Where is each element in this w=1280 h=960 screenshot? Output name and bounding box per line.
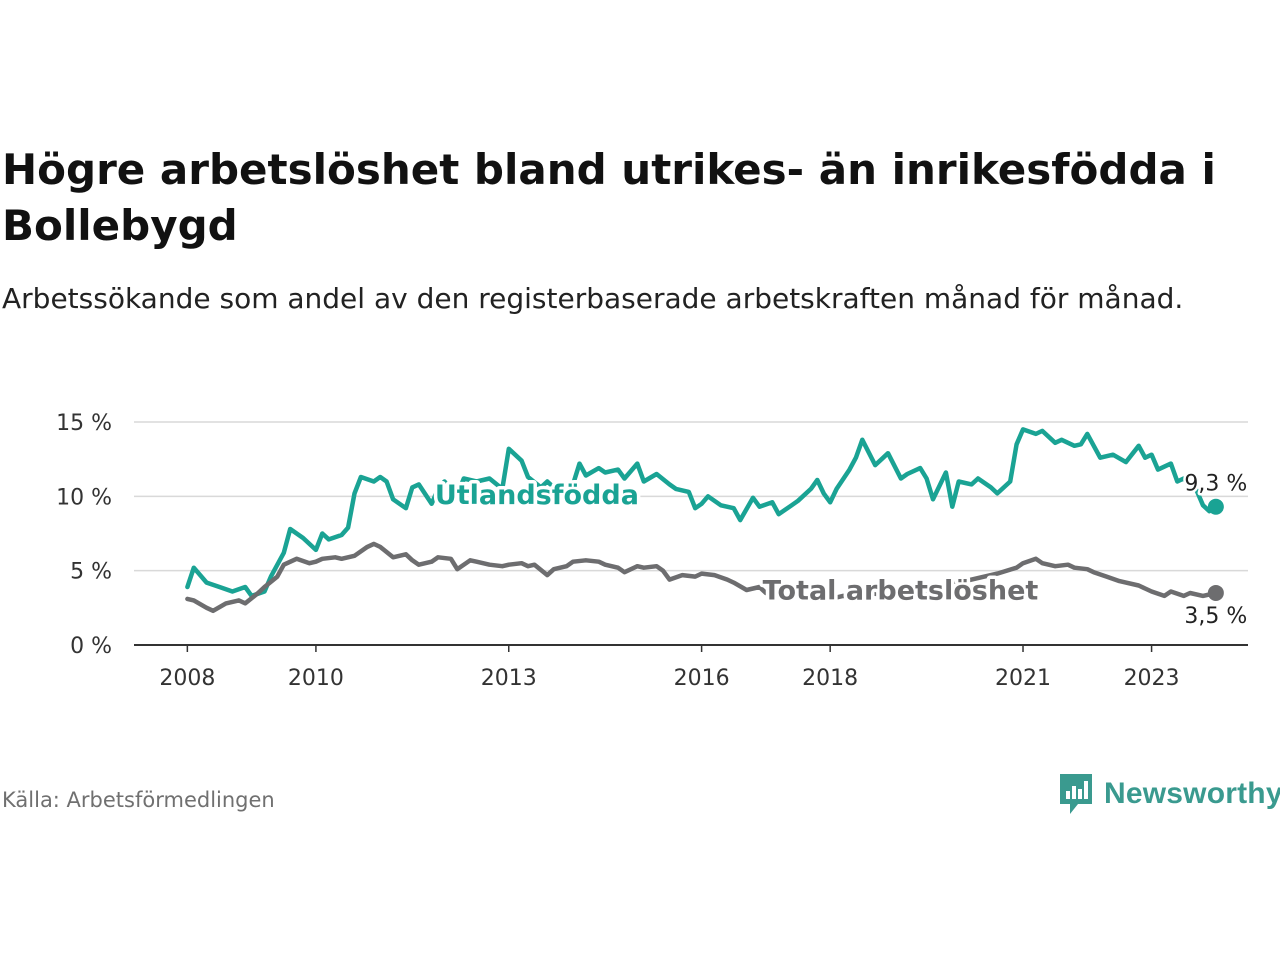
newsworthy-logo[interactable]: Newsworthy (1058, 772, 1280, 816)
y-tick-label: 10 % (56, 485, 112, 510)
series-label-total: Total arbetslöshet (763, 575, 1039, 606)
x-tick-label: 2008 (159, 666, 215, 691)
end-point-total (1207, 584, 1224, 601)
axis-layer: 0 % 5 % 10 % 15 % 2008 2010 2013 2016 2018 2021 20… (56, 411, 1248, 691)
brand-name: Newsworthy (1104, 777, 1280, 810)
chart-title: Högre arbetslöshet bland utrikes- än inr… (2, 145, 1216, 250)
x-tick-label: 2018 (802, 666, 858, 691)
line-layer (185, 427, 1224, 614)
y-tick-label: 15 % (56, 411, 112, 436)
series-label-foreign: Utlandsfödda (435, 480, 639, 511)
source-note: Källa: Arbetsförmedlingen (2, 788, 275, 812)
y-tick-label: 5 % (70, 560, 112, 585)
x-tick-label: 2013 (481, 666, 537, 691)
x-tick-label: 2023 (1124, 666, 1180, 691)
end-value-label-total: 3,5 % (1184, 604, 1247, 629)
x-tick-label: 2010 (288, 666, 344, 691)
series-line-total (185, 541, 1219, 614)
end-value-label-foreign: 9,3 % (1184, 472, 1247, 497)
newsworthy-logo-icon (1060, 774, 1092, 814)
chart-subtitle: Arbetssökande som andel av den registerb… (2, 282, 1184, 315)
line-chart: 0 % 5 % 10 % 15 % 2008 2010 2013 2016 2018 2021 20… (56, 411, 1250, 691)
label-layer: Utlandsfödda Total arbetslöshet 9,3 % 3,5 % (431, 469, 1249, 631)
x-tick-label: 2021 (995, 666, 1051, 691)
end-point-foreign (1207, 498, 1224, 515)
y-tick-label: 0 % (70, 634, 112, 659)
series-line-foreign (185, 427, 1219, 599)
x-tick-label: 2016 (674, 666, 730, 691)
